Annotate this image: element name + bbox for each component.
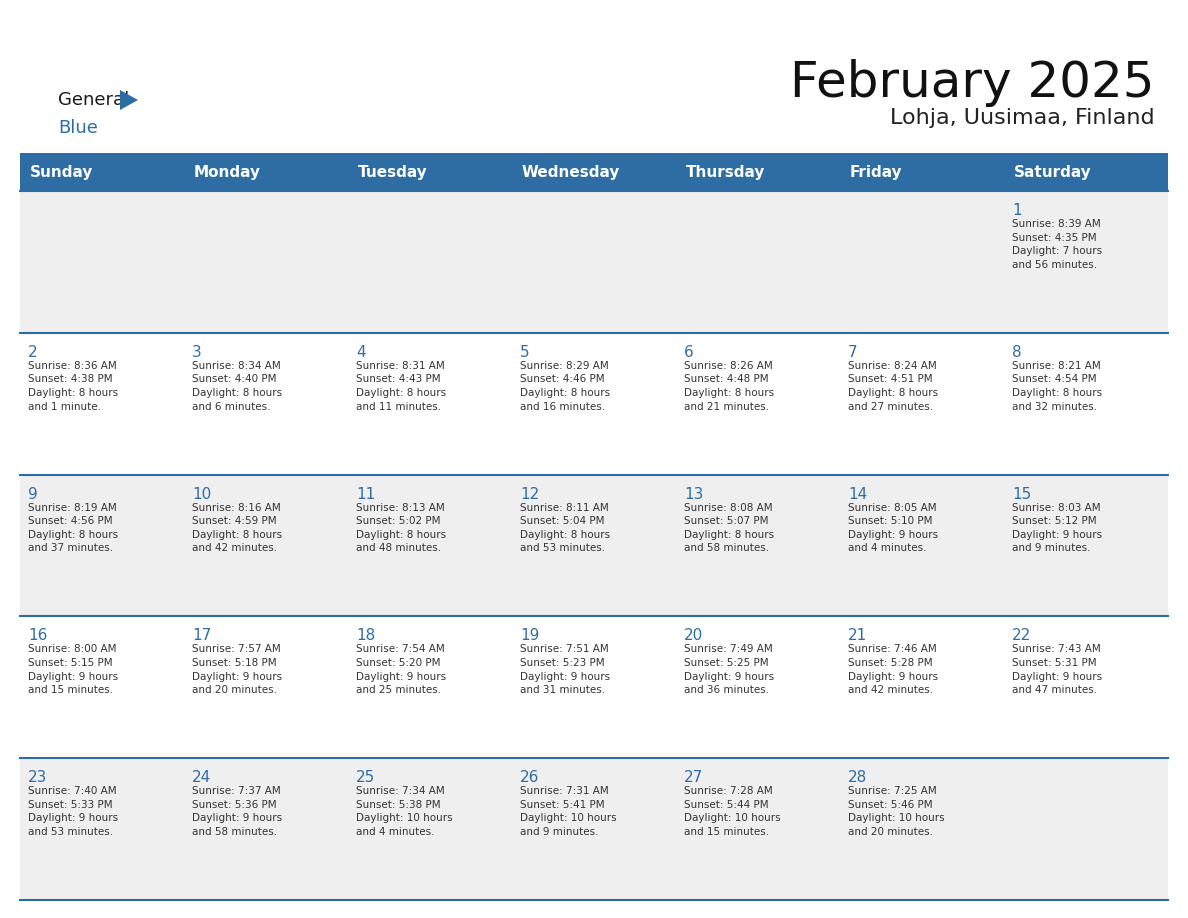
Text: Wednesday: Wednesday xyxy=(522,164,620,180)
Text: Sunrise: 8:36 AM
Sunset: 4:38 PM
Daylight: 8 hours
and 1 minute.: Sunrise: 8:36 AM Sunset: 4:38 PM Dayligh… xyxy=(29,361,118,411)
Text: 8: 8 xyxy=(1012,345,1022,360)
Text: 9: 9 xyxy=(29,487,38,501)
Bar xyxy=(20,758,1168,900)
Text: 11: 11 xyxy=(356,487,375,501)
Text: 3: 3 xyxy=(192,345,202,360)
Text: 7: 7 xyxy=(848,345,858,360)
Text: Sunday: Sunday xyxy=(30,164,94,180)
Text: Sunrise: 7:34 AM
Sunset: 5:38 PM
Daylight: 10 hours
and 4 minutes.: Sunrise: 7:34 AM Sunset: 5:38 PM Dayligh… xyxy=(356,786,453,837)
Text: Friday: Friday xyxy=(849,164,903,180)
Text: 5: 5 xyxy=(520,345,530,360)
Text: 26: 26 xyxy=(520,770,539,785)
Text: Sunrise: 7:40 AM
Sunset: 5:33 PM
Daylight: 9 hours
and 53 minutes.: Sunrise: 7:40 AM Sunset: 5:33 PM Dayligh… xyxy=(29,786,118,837)
Text: 27: 27 xyxy=(684,770,703,785)
Text: Sunrise: 8:11 AM
Sunset: 5:04 PM
Daylight: 8 hours
and 53 minutes.: Sunrise: 8:11 AM Sunset: 5:04 PM Dayligh… xyxy=(520,502,611,554)
Text: 22: 22 xyxy=(1012,629,1031,644)
Text: Sunrise: 8:26 AM
Sunset: 4:48 PM
Daylight: 8 hours
and 21 minutes.: Sunrise: 8:26 AM Sunset: 4:48 PM Dayligh… xyxy=(684,361,775,411)
Text: Sunrise: 8:13 AM
Sunset: 5:02 PM
Daylight: 8 hours
and 48 minutes.: Sunrise: 8:13 AM Sunset: 5:02 PM Dayligh… xyxy=(356,502,447,554)
Text: Sunrise: 7:28 AM
Sunset: 5:44 PM
Daylight: 10 hours
and 15 minutes.: Sunrise: 7:28 AM Sunset: 5:44 PM Dayligh… xyxy=(684,786,781,837)
Text: 28: 28 xyxy=(848,770,867,785)
Text: Sunrise: 8:05 AM
Sunset: 5:10 PM
Daylight: 9 hours
and 4 minutes.: Sunrise: 8:05 AM Sunset: 5:10 PM Dayligh… xyxy=(848,502,939,554)
Bar xyxy=(20,475,1168,616)
Text: 19: 19 xyxy=(520,629,539,644)
Text: Sunrise: 8:00 AM
Sunset: 5:15 PM
Daylight: 9 hours
and 15 minutes.: Sunrise: 8:00 AM Sunset: 5:15 PM Dayligh… xyxy=(29,644,118,695)
Text: Thursday: Thursday xyxy=(685,164,765,180)
Text: Sunrise: 7:49 AM
Sunset: 5:25 PM
Daylight: 9 hours
and 36 minutes.: Sunrise: 7:49 AM Sunset: 5:25 PM Dayligh… xyxy=(684,644,775,695)
Text: 17: 17 xyxy=(192,629,211,644)
Text: Sunrise: 7:25 AM
Sunset: 5:46 PM
Daylight: 10 hours
and 20 minutes.: Sunrise: 7:25 AM Sunset: 5:46 PM Dayligh… xyxy=(848,786,944,837)
Text: 4: 4 xyxy=(356,345,366,360)
Bar xyxy=(20,191,1168,333)
Text: Sunrise: 7:43 AM
Sunset: 5:31 PM
Daylight: 9 hours
and 47 minutes.: Sunrise: 7:43 AM Sunset: 5:31 PM Dayligh… xyxy=(1012,644,1102,695)
Text: Sunrise: 8:31 AM
Sunset: 4:43 PM
Daylight: 8 hours
and 11 minutes.: Sunrise: 8:31 AM Sunset: 4:43 PM Dayligh… xyxy=(356,361,447,411)
Text: Sunrise: 8:21 AM
Sunset: 4:54 PM
Daylight: 8 hours
and 32 minutes.: Sunrise: 8:21 AM Sunset: 4:54 PM Dayligh… xyxy=(1012,361,1102,411)
Text: February 2025: February 2025 xyxy=(790,59,1155,107)
Text: 10: 10 xyxy=(192,487,211,501)
Text: Sunrise: 7:57 AM
Sunset: 5:18 PM
Daylight: 9 hours
and 20 minutes.: Sunrise: 7:57 AM Sunset: 5:18 PM Dayligh… xyxy=(192,644,282,695)
Text: Sunrise: 8:24 AM
Sunset: 4:51 PM
Daylight: 8 hours
and 27 minutes.: Sunrise: 8:24 AM Sunset: 4:51 PM Dayligh… xyxy=(848,361,939,411)
Text: Saturday: Saturday xyxy=(1015,164,1092,180)
Text: Sunrise: 8:08 AM
Sunset: 5:07 PM
Daylight: 8 hours
and 58 minutes.: Sunrise: 8:08 AM Sunset: 5:07 PM Dayligh… xyxy=(684,502,775,554)
Text: Sunrise: 7:37 AM
Sunset: 5:36 PM
Daylight: 9 hours
and 58 minutes.: Sunrise: 7:37 AM Sunset: 5:36 PM Dayligh… xyxy=(192,786,282,837)
Text: Tuesday: Tuesday xyxy=(358,164,428,180)
Bar xyxy=(20,153,1168,191)
Polygon shape xyxy=(120,90,138,110)
Text: 23: 23 xyxy=(29,770,48,785)
Text: 16: 16 xyxy=(29,629,48,644)
Text: 2: 2 xyxy=(29,345,38,360)
Text: 12: 12 xyxy=(520,487,539,501)
Bar xyxy=(20,333,1168,475)
Text: Monday: Monday xyxy=(194,164,261,180)
Text: Sunrise: 8:03 AM
Sunset: 5:12 PM
Daylight: 9 hours
and 9 minutes.: Sunrise: 8:03 AM Sunset: 5:12 PM Dayligh… xyxy=(1012,502,1102,554)
Text: General: General xyxy=(58,91,129,109)
Text: Sunrise: 7:51 AM
Sunset: 5:23 PM
Daylight: 9 hours
and 31 minutes.: Sunrise: 7:51 AM Sunset: 5:23 PM Dayligh… xyxy=(520,644,611,695)
Text: 13: 13 xyxy=(684,487,703,501)
Text: Sunrise: 8:34 AM
Sunset: 4:40 PM
Daylight: 8 hours
and 6 minutes.: Sunrise: 8:34 AM Sunset: 4:40 PM Dayligh… xyxy=(192,361,282,411)
Text: Sunrise: 7:31 AM
Sunset: 5:41 PM
Daylight: 10 hours
and 9 minutes.: Sunrise: 7:31 AM Sunset: 5:41 PM Dayligh… xyxy=(520,786,617,837)
Text: Sunrise: 8:39 AM
Sunset: 4:35 PM
Daylight: 7 hours
and 56 minutes.: Sunrise: 8:39 AM Sunset: 4:35 PM Dayligh… xyxy=(1012,219,1102,270)
Text: 15: 15 xyxy=(1012,487,1031,501)
Text: Blue: Blue xyxy=(58,119,97,137)
Text: 6: 6 xyxy=(684,345,694,360)
Text: 1: 1 xyxy=(1012,203,1022,218)
Text: 14: 14 xyxy=(848,487,867,501)
Text: 20: 20 xyxy=(684,629,703,644)
Text: Sunrise: 8:16 AM
Sunset: 4:59 PM
Daylight: 8 hours
and 42 minutes.: Sunrise: 8:16 AM Sunset: 4:59 PM Dayligh… xyxy=(192,502,282,554)
Bar xyxy=(20,616,1168,758)
Text: 25: 25 xyxy=(356,770,375,785)
Text: 21: 21 xyxy=(848,629,867,644)
Text: 24: 24 xyxy=(192,770,211,785)
Text: Sunrise: 8:29 AM
Sunset: 4:46 PM
Daylight: 8 hours
and 16 minutes.: Sunrise: 8:29 AM Sunset: 4:46 PM Dayligh… xyxy=(520,361,611,411)
Text: Sunrise: 7:46 AM
Sunset: 5:28 PM
Daylight: 9 hours
and 42 minutes.: Sunrise: 7:46 AM Sunset: 5:28 PM Dayligh… xyxy=(848,644,939,695)
Text: 18: 18 xyxy=(356,629,375,644)
Text: Sunrise: 8:19 AM
Sunset: 4:56 PM
Daylight: 8 hours
and 37 minutes.: Sunrise: 8:19 AM Sunset: 4:56 PM Dayligh… xyxy=(29,502,118,554)
Text: Lohja, Uusimaa, Finland: Lohja, Uusimaa, Finland xyxy=(890,108,1155,128)
Text: Sunrise: 7:54 AM
Sunset: 5:20 PM
Daylight: 9 hours
and 25 minutes.: Sunrise: 7:54 AM Sunset: 5:20 PM Dayligh… xyxy=(356,644,447,695)
